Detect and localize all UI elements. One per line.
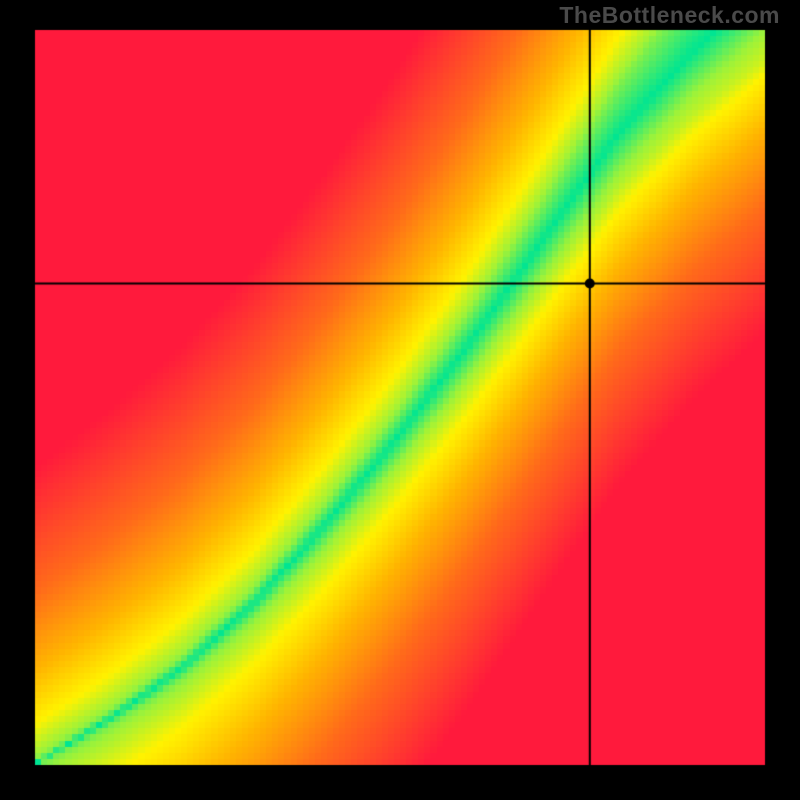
watermark-text: TheBottleneck.com — [559, 2, 780, 29]
bottleneck-heatmap — [0, 0, 800, 800]
